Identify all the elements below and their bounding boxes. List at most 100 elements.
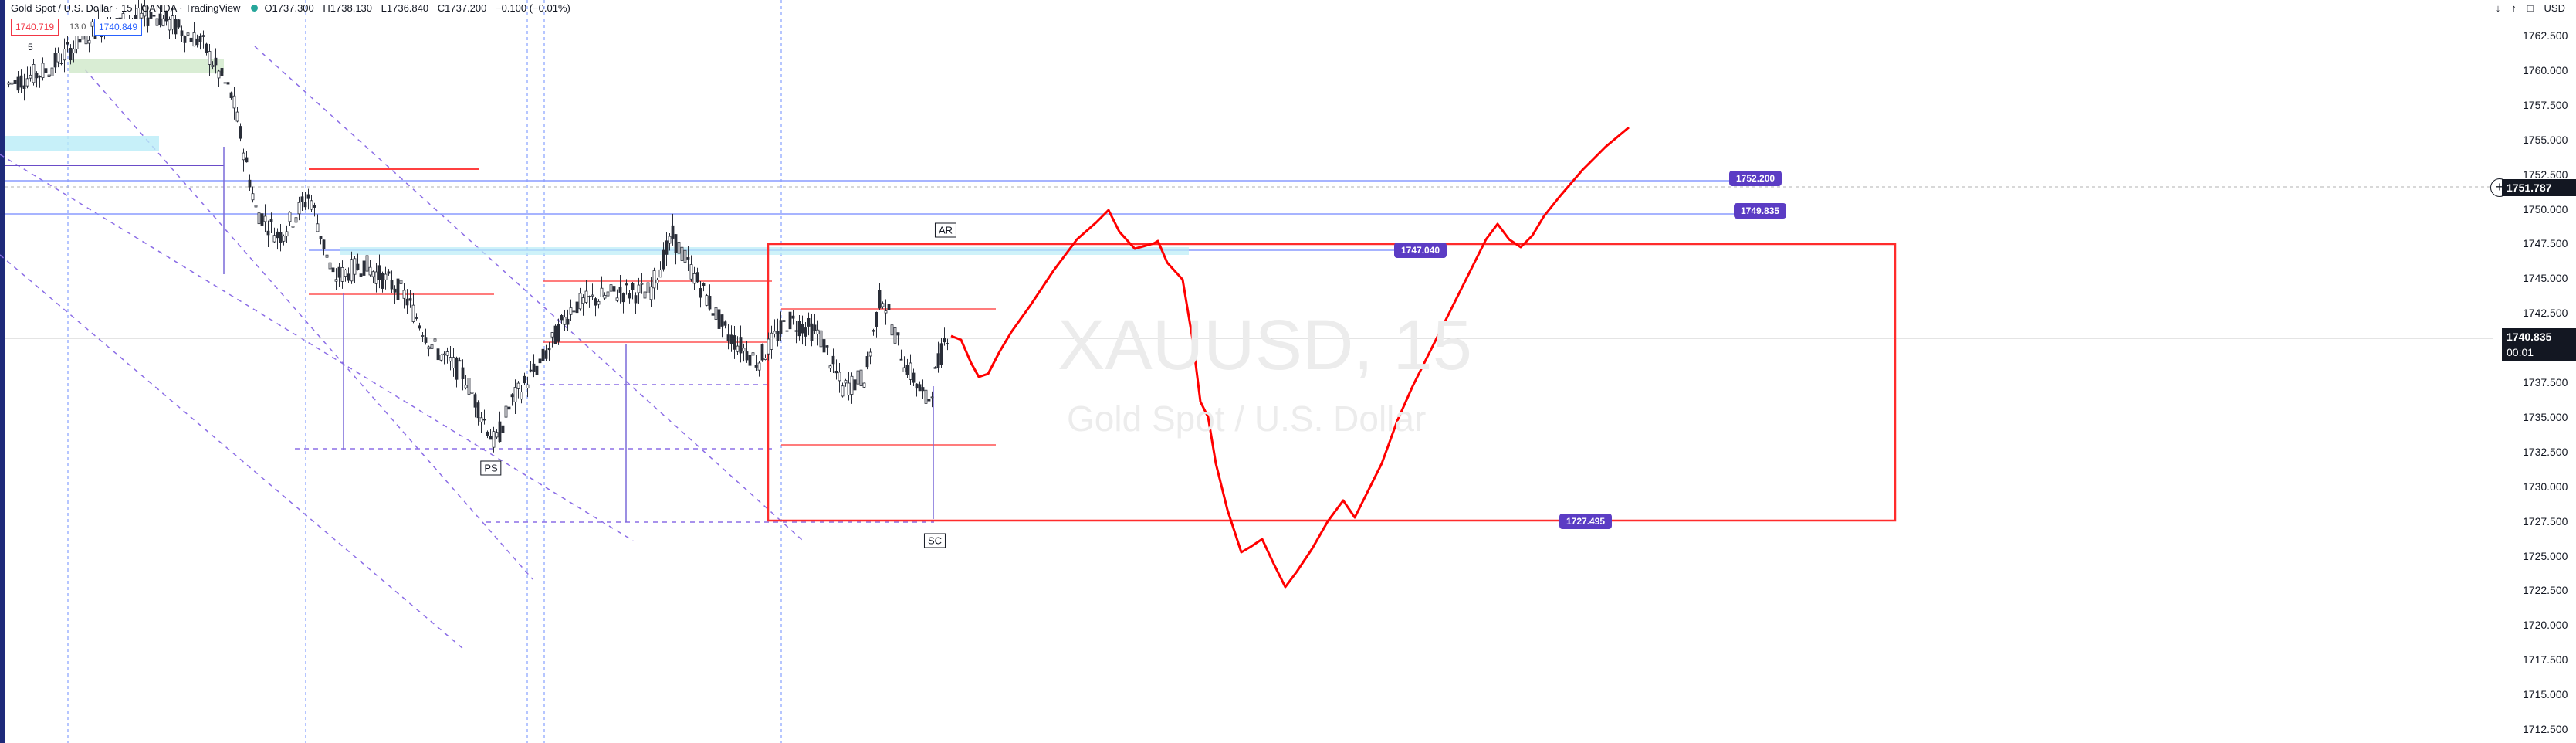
candle-body (773, 331, 777, 334)
candle-body (804, 327, 807, 337)
candle-body (859, 369, 863, 386)
high-value: H1738.130 (323, 2, 373, 14)
candle-body (618, 287, 622, 293)
candle-body (689, 264, 693, 280)
candle-body (476, 402, 480, 419)
candle-body (291, 226, 295, 228)
candle-body (529, 369, 533, 372)
candle-body (788, 311, 792, 330)
candle-body (535, 365, 539, 375)
candle-body (282, 236, 286, 242)
sc-label: SC (923, 533, 946, 548)
candle-body (424, 337, 428, 343)
candle-body (606, 291, 610, 297)
window-icon[interactable]: □ (2527, 2, 2534, 14)
candle-body (319, 236, 323, 239)
candle-body (205, 43, 208, 53)
candle-body (807, 318, 811, 327)
buy-button[interactable]: 1740.849 (94, 19, 143, 36)
candle-body (763, 358, 767, 360)
price-axis-label: 1720.000 (2523, 619, 2568, 632)
candle-body (736, 345, 740, 352)
candle-body (652, 270, 656, 289)
candle-body (819, 330, 823, 348)
candle-body (544, 350, 548, 359)
candle-body (452, 357, 455, 368)
candle-body (269, 219, 273, 222)
candle-body (594, 298, 597, 306)
candle-body (643, 291, 647, 299)
candle-body (198, 36, 202, 42)
candle-body (384, 273, 388, 280)
level-tag[interactable]: 1747.040 (1394, 242, 1447, 258)
candle-body (566, 318, 570, 325)
horizontal-levels (5, 165, 2493, 523)
interval-caret[interactable]: 5 (28, 42, 33, 53)
candle-body (340, 267, 344, 282)
candle-body (16, 76, 20, 91)
candle-body (300, 196, 304, 202)
measure-lines (223, 147, 934, 522)
candle-body (541, 348, 545, 361)
spread-value: 13.0 (65, 19, 91, 36)
level-tag[interactable]: 1727.495 (1559, 513, 1613, 529)
candle-body (532, 363, 536, 372)
arrow-up-icon[interactable]: ↑ (2511, 2, 2517, 14)
candle-body (328, 262, 332, 270)
arrow-down-icon[interactable]: ↓ (2495, 2, 2501, 14)
candle-body (53, 53, 57, 68)
symbol-title[interactable]: Gold Spot / U.S. Dollar · 15 · OANDA · T… (11, 2, 241, 14)
candle-body (828, 365, 832, 369)
candle-body (875, 311, 878, 327)
candle-body (226, 82, 230, 85)
candle-body (621, 293, 625, 303)
candle-body (405, 298, 409, 306)
candle-body (217, 70, 221, 79)
level-tag[interactable]: 1749.835 (1734, 203, 1787, 219)
candle-body (600, 287, 604, 297)
candle-body (782, 320, 786, 322)
candle-body (557, 324, 560, 342)
candle-body (816, 329, 820, 334)
candle-body (674, 234, 678, 253)
sell-button[interactable]: 1740.719 (11, 19, 59, 36)
candle-body (168, 19, 171, 31)
candle-body (464, 385, 468, 388)
candle-body (25, 78, 29, 87)
candle-body (251, 193, 255, 201)
candle-body (665, 240, 669, 255)
candle-body (628, 293, 631, 299)
candle-body (152, 15, 156, 17)
candle-body (893, 327, 897, 344)
candle-body (22, 85, 26, 90)
currency-select[interactable]: USD (2544, 2, 2565, 14)
candle-body (677, 242, 681, 254)
candle-body (93, 35, 97, 39)
price-axis-label: 1760.000 (2523, 63, 2568, 76)
level-tag[interactable]: 1752.200 (1729, 170, 1782, 186)
candle-body (714, 307, 718, 320)
candle-body (362, 260, 366, 276)
candle-body (41, 63, 45, 78)
candle-body (285, 231, 289, 237)
candle-body (878, 290, 882, 309)
candle-body (449, 357, 452, 362)
candle-body (726, 334, 730, 341)
candle-body (625, 283, 628, 286)
candle-body (306, 194, 310, 199)
candle-body (66, 42, 69, 45)
candle-body (513, 387, 517, 402)
candle-body (921, 387, 925, 392)
candle-body (729, 334, 733, 344)
candle-body (211, 64, 215, 67)
candle-body (733, 335, 736, 350)
candle-body (276, 231, 279, 239)
candle-body (791, 315, 795, 319)
candle-body (245, 157, 249, 163)
candle-body (526, 384, 530, 389)
candle-body (581, 297, 585, 304)
zone-cyan-thin (340, 247, 1189, 255)
price-axis-label: 1735.000 (2523, 410, 2568, 423)
candle-body (939, 343, 943, 365)
